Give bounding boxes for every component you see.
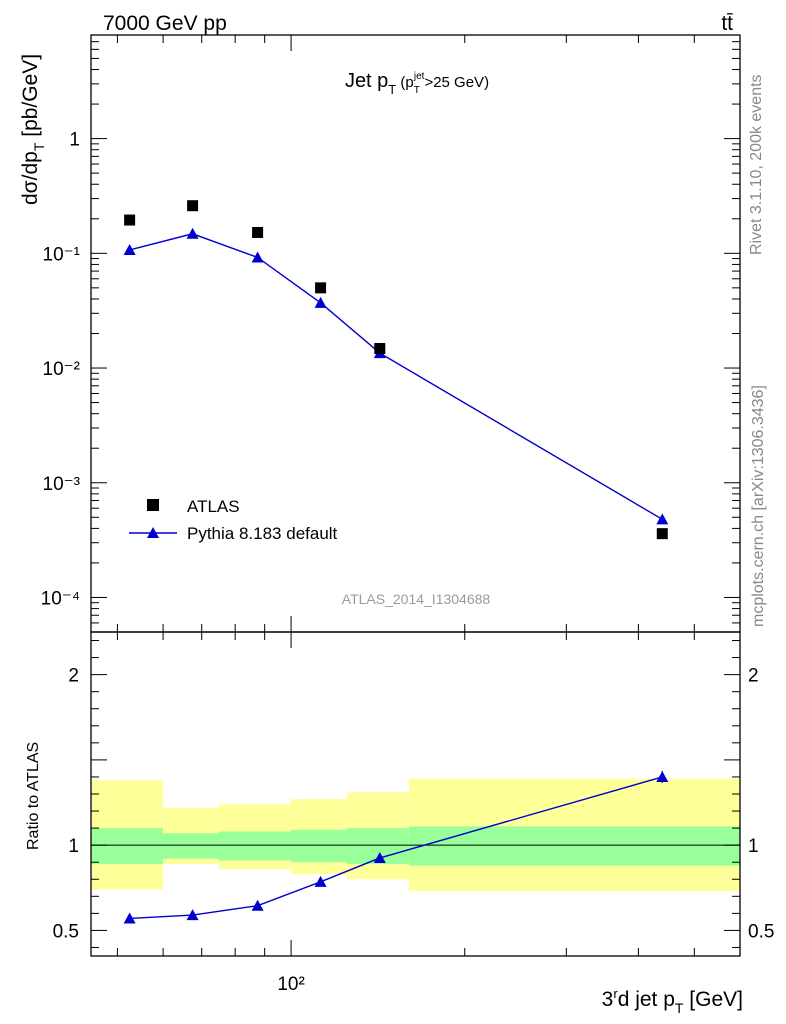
ratio-point [186, 909, 199, 921]
main-title: Jet pT (pTjet>25 GeV) [345, 70, 489, 97]
pythia-point [314, 296, 327, 308]
main-y-axis-label: dσ/dpT [pb/GeV] [19, 54, 47, 205]
svg-text:dσ/dpT [pb/GeV]: dσ/dpT [pb/GeV] [19, 54, 47, 205]
ratio-line [129, 776, 663, 920]
legend-pythia-label: Pythia 8.183 default [187, 524, 338, 543]
y-tick-label: 10⁻⁴ [41, 588, 80, 609]
ratio-tick-label-1-right: 1 [748, 836, 759, 857]
pythia-line [129, 233, 663, 520]
main-x-ticks [116, 35, 741, 632]
uncertainty-band-inner [218, 831, 292, 861]
x-axis-label: 3rd jet pT [GeV] [602, 986, 743, 1016]
analysis-label: ATLAS_2014_I1304688 [342, 591, 491, 607]
ratio-tick-label-1: 1 [68, 836, 79, 857]
pythia-point [656, 513, 669, 525]
ratio-point [656, 770, 669, 782]
ratio-point [251, 899, 264, 911]
x-tick-label-100: 10² [277, 974, 304, 995]
pythia-point [123, 243, 136, 255]
ratio-point [123, 912, 136, 924]
main-panel: Jet pT (pTjet>25 GeV) dσ/dpT [pb/GeV] 10… [19, 34, 741, 633]
uncertainty-band-inner [91, 828, 164, 864]
legend-atlas-label: ATLAS [187, 497, 240, 516]
rivet-version-label: Rivet 3.1.10, 200k events [748, 74, 765, 255]
ratio-tick-label-2: 2 [68, 666, 79, 687]
legend-pythia-marker [147, 527, 159, 538]
legend-atlas-marker [147, 499, 159, 511]
y-tick-label: 10⁻³ [43, 474, 81, 495]
y-tick-label: 10⁻² [43, 359, 81, 380]
energy-label: 7000 GeV pp [103, 12, 227, 35]
atlas-point [656, 528, 668, 540]
ratio-x-ticks [116, 632, 741, 956]
pythia-point [251, 251, 264, 263]
atlas-point [374, 343, 386, 355]
mcplots-label: mcplots.cern.ch [arXiv:1306.3436] [750, 385, 767, 627]
uncertainty-band-inner [163, 833, 219, 859]
y-tick-label: 1 [69, 130, 80, 151]
ratio-point [314, 875, 327, 887]
ratio-tick-label-0-5-right: 0.5 [748, 921, 774, 942]
uncertainty-band-inner [408, 826, 740, 866]
atlas-point [252, 226, 264, 238]
ratio-point [373, 851, 386, 863]
main-y-ticks [91, 34, 740, 633]
ratio-data [123, 770, 669, 924]
atlas-point [124, 214, 136, 226]
legend: ATLAS Pythia 8.183 default [129, 497, 338, 543]
y-tick-label: 10⁻¹ [43, 244, 81, 265]
atlas-point [315, 282, 327, 294]
atlas-point [187, 200, 199, 212]
ratio-tick-label-2-right: 2 [748, 666, 759, 687]
pythia-point [186, 227, 199, 239]
ratio-y-axis-label: Ratio to ATLAS [25, 742, 42, 850]
ratio-bands [91, 778, 740, 892]
uncertainty-band-inner [291, 829, 347, 863]
ratio-tick-label-0-5: 0.5 [53, 921, 79, 942]
ratio-panel: Ratio to ATLAS 2 1 0.5 2 1 0.5 10² 3rd j… [25, 631, 774, 1016]
ratio-y-ticks [91, 640, 740, 948]
main-data [123, 200, 669, 540]
process-label: tt̄ [721, 12, 733, 35]
